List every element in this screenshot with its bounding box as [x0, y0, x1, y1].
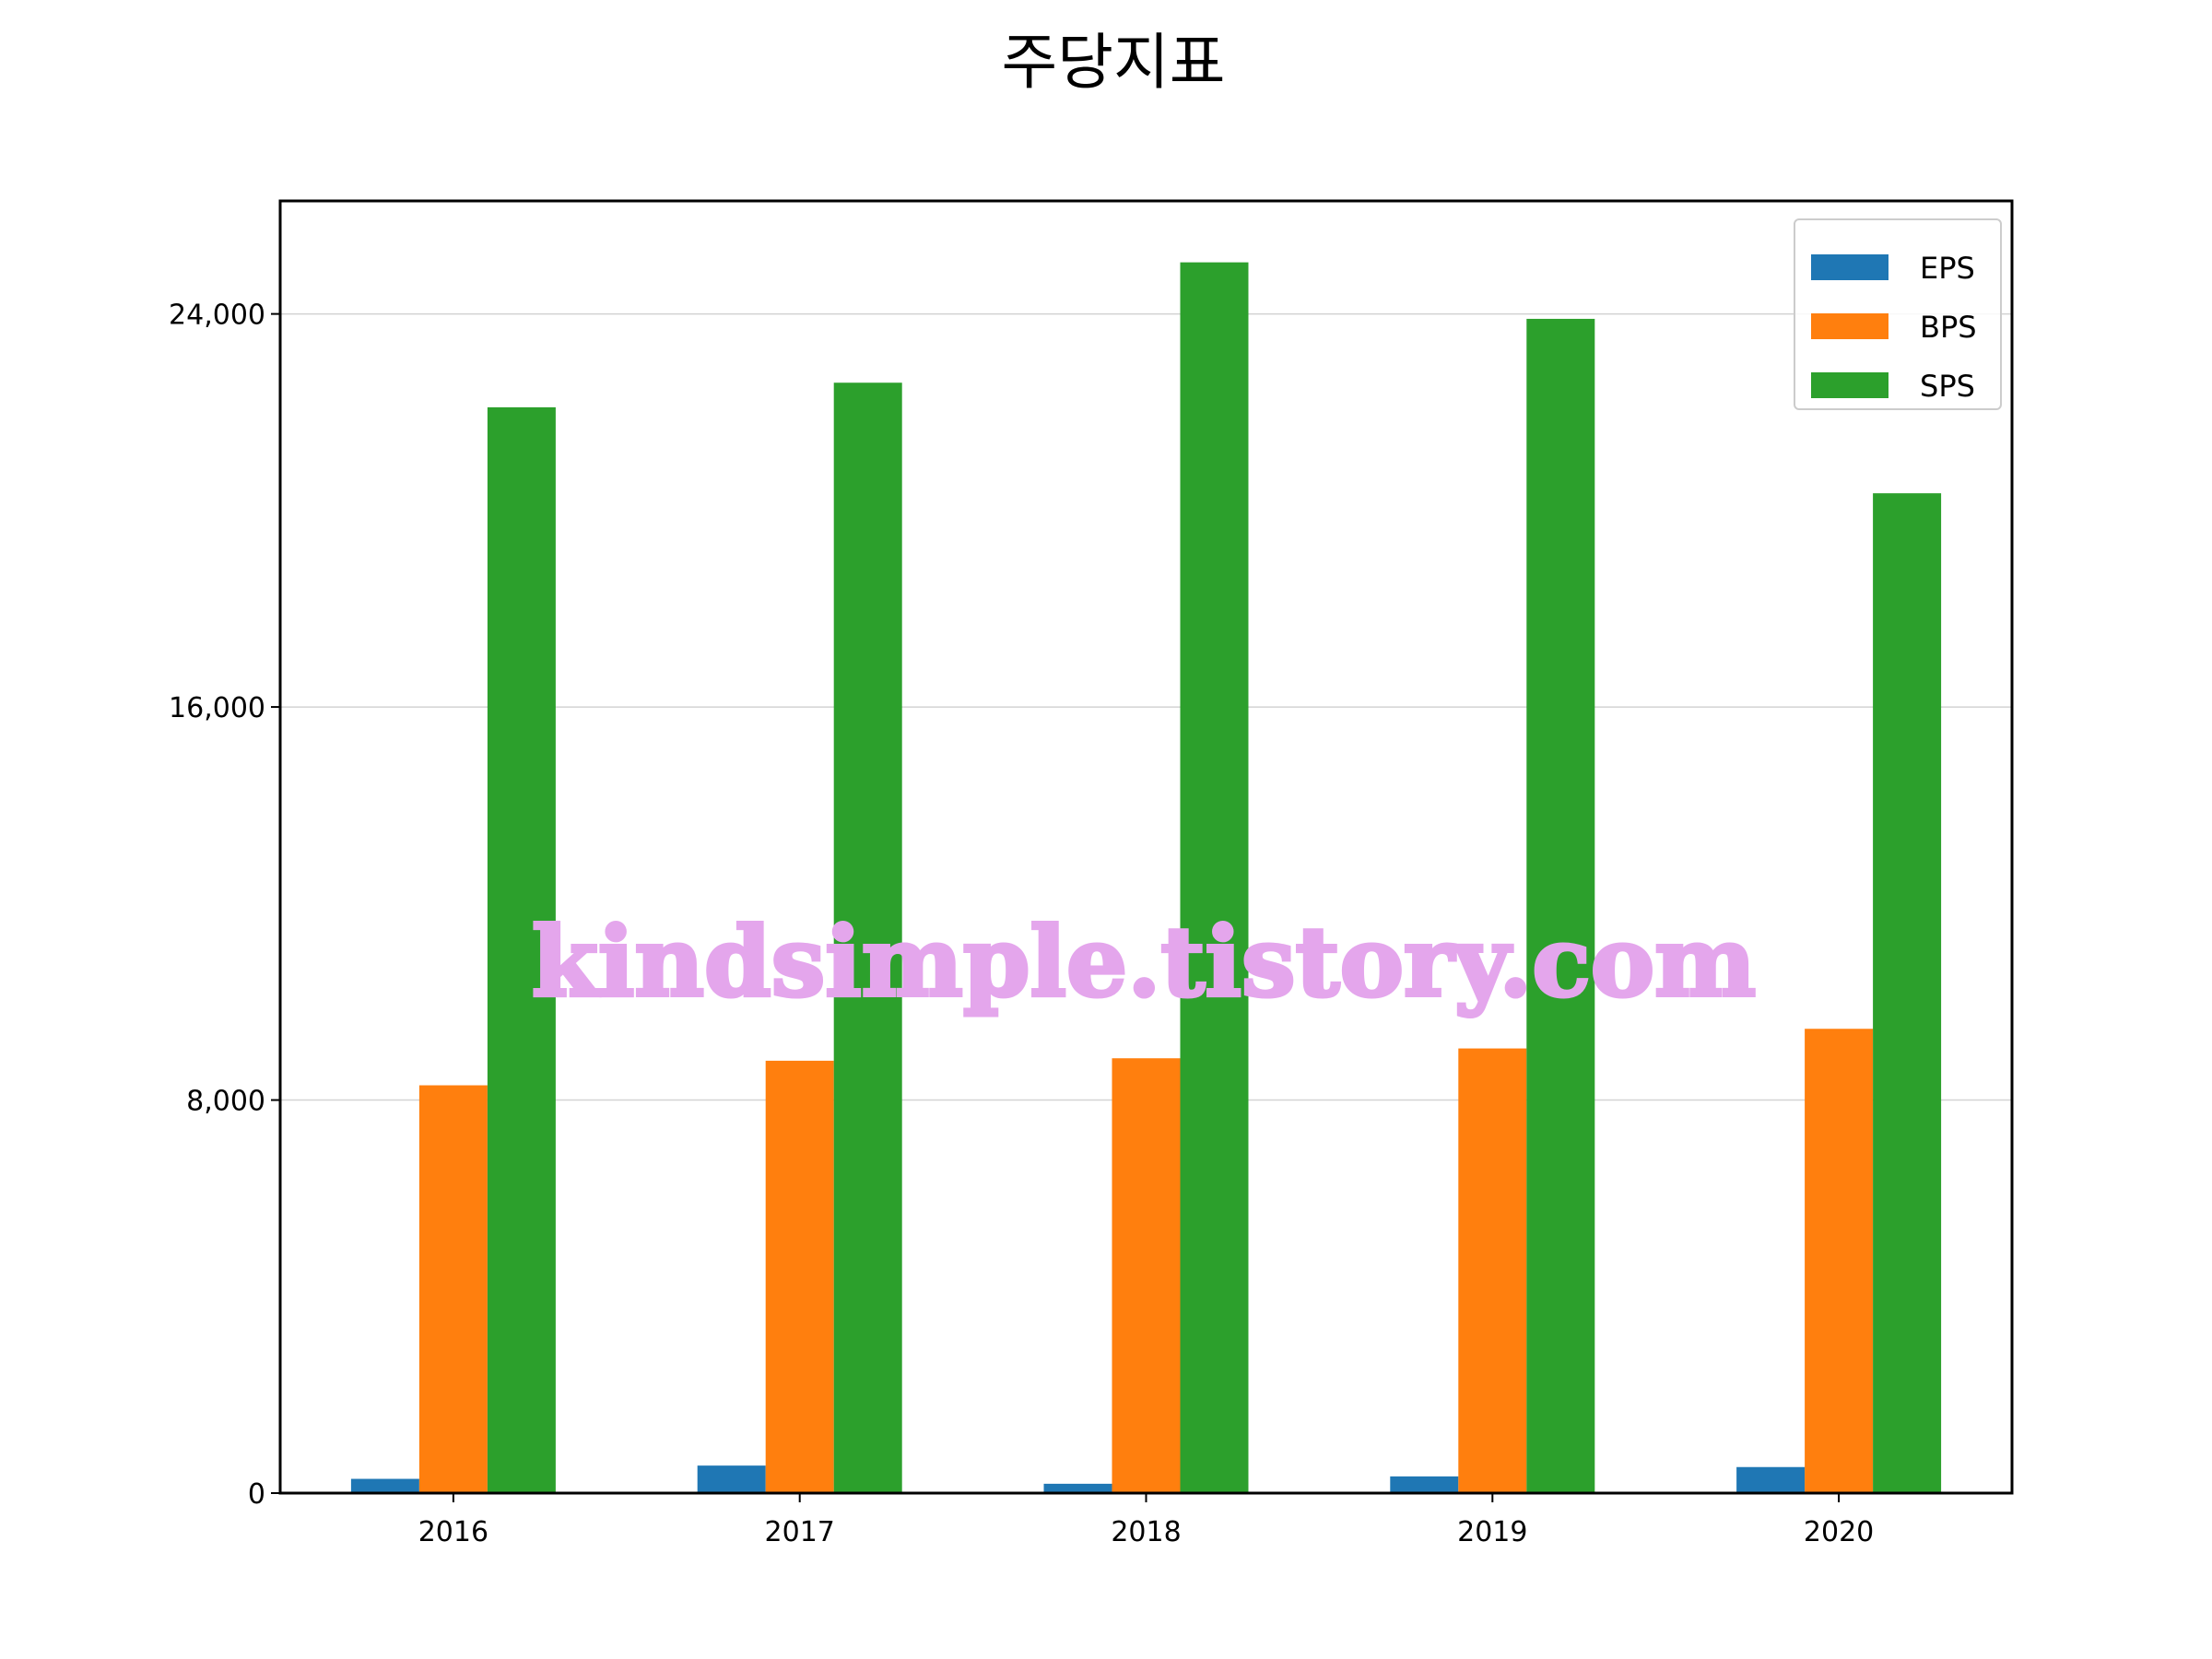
legend-swatch-bps [1811, 313, 1888, 339]
legend-label-eps: EPS [1920, 251, 1975, 286]
y-tick-label: 24,000 [169, 300, 265, 332]
chart-title: 주당지표 [1002, 27, 1226, 98]
legend-swatch-sps [1811, 372, 1888, 398]
x-tick-label: 2019 [1457, 1516, 1527, 1548]
bar-sps-2016 [487, 406, 556, 1493]
bar-eps-2016 [350, 1478, 419, 1493]
bar-bps-2019 [1458, 1048, 1527, 1493]
legend-label-sps: SPS [1920, 369, 1975, 404]
y-tick-label: 8,000 [186, 1086, 265, 1118]
bar-bps-2018 [1112, 1058, 1181, 1493]
bar-sps-2020 [1873, 493, 1942, 1493]
bar-bps-2017 [765, 1060, 834, 1493]
x-tick-label: 2020 [1804, 1516, 1874, 1548]
bar-bps-2020 [1805, 1029, 1874, 1493]
legend-swatch-eps [1811, 254, 1888, 280]
bar-eps-2019 [1390, 1476, 1459, 1493]
bar-eps-2017 [697, 1465, 766, 1493]
legend-label-bps: BPS [1920, 310, 1977, 345]
legend: EPS BPS SPS [1794, 218, 2002, 410]
y-tick-label: 16,000 [169, 692, 265, 724]
x-tick-label: 2017 [765, 1516, 835, 1548]
axis-ticks: 0 8,000 16,000 24,000 2016 2017 2018 2019 2020 [169, 300, 1874, 1548]
bar-sps-2018 [1180, 262, 1249, 1493]
bars [350, 262, 1942, 1494]
bar-sps-2019 [1526, 318, 1595, 1493]
bar-eps-2018 [1043, 1483, 1112, 1493]
bar-sps-2017 [833, 382, 902, 1494]
watermark-text: kindsimple.tistory.com [532, 905, 1756, 1018]
y-tick-label: 0 [248, 1478, 265, 1511]
bar-bps-2016 [418, 1085, 488, 1493]
x-tick-label: 2016 [418, 1516, 488, 1548]
bar-eps-2020 [1736, 1466, 1806, 1493]
x-tick-label: 2018 [1111, 1516, 1181, 1548]
